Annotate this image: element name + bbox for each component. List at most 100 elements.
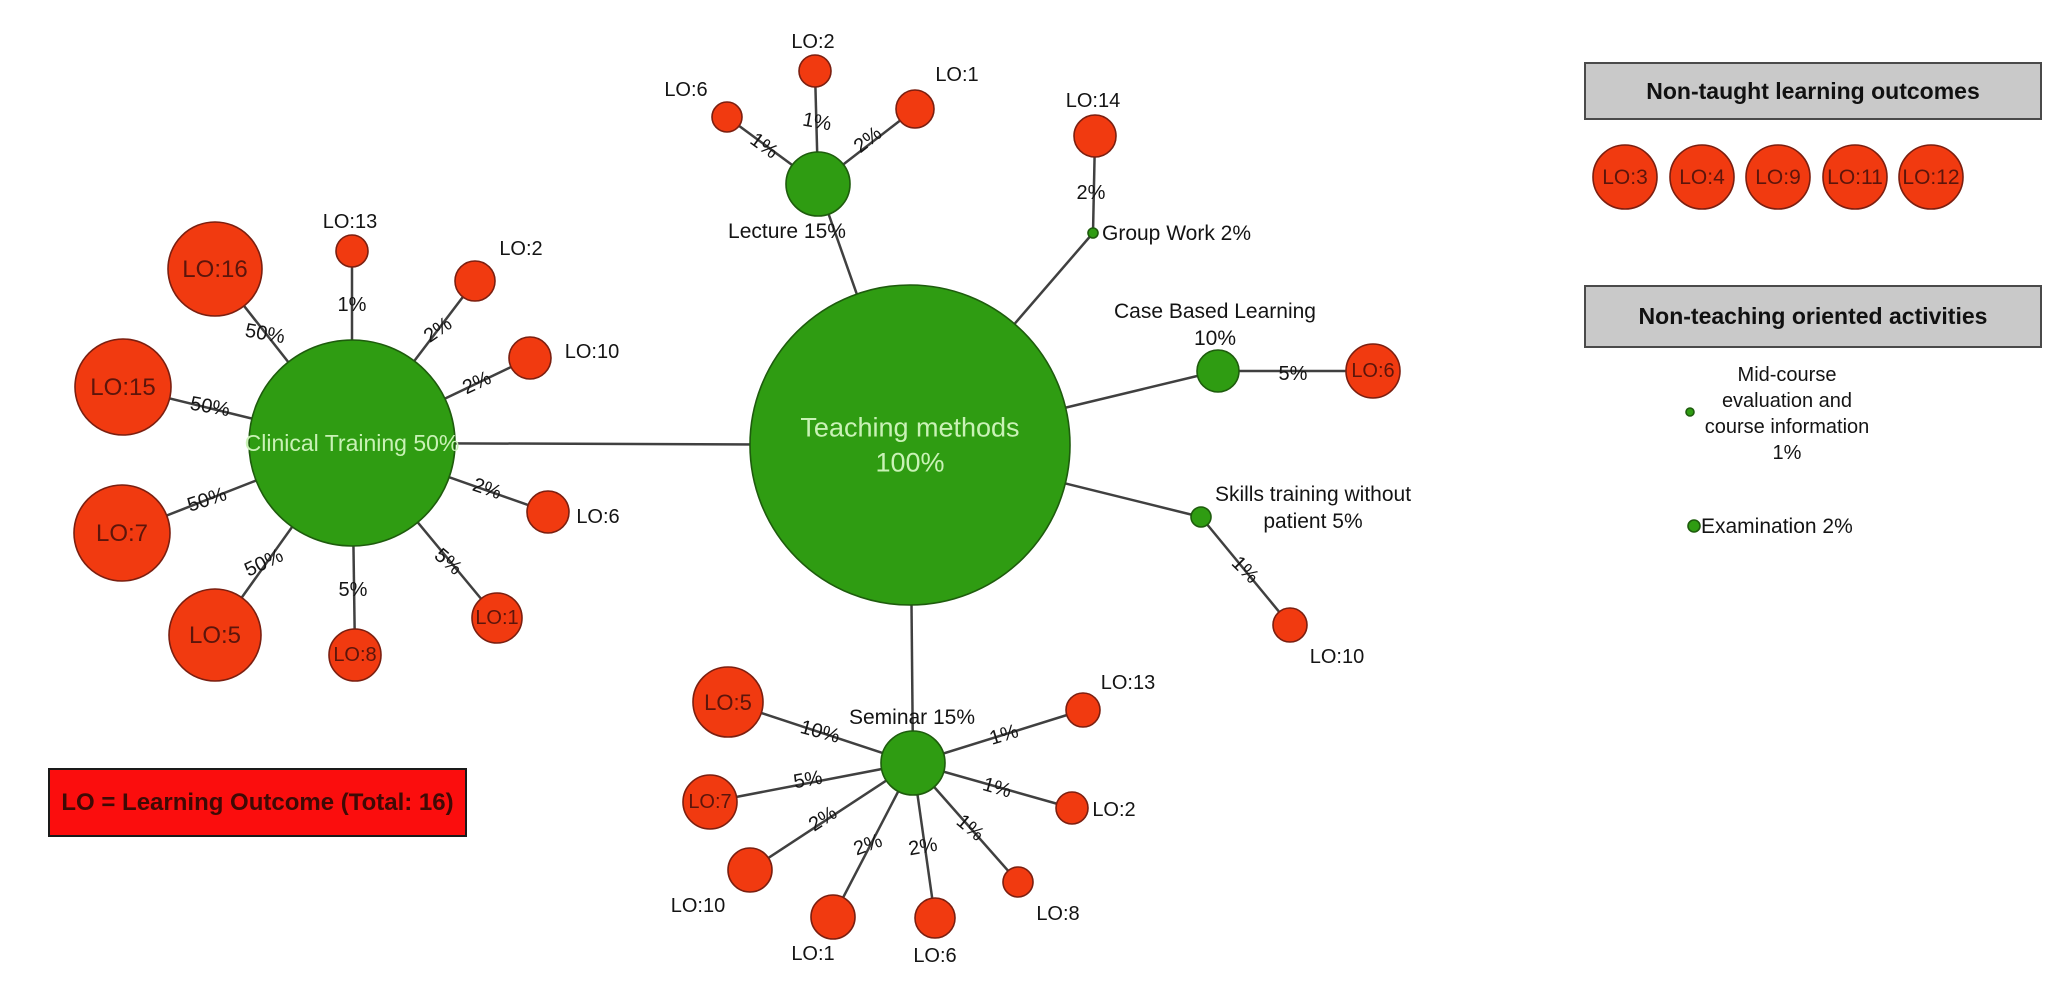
seminar-lo1-node	[810, 894, 856, 940]
edge-lecture-lo2-label: 1%	[801, 109, 834, 136]
skills-lo10-node	[1272, 607, 1308, 643]
examination-dot-label: Examination 2%	[1701, 515, 1853, 538]
seminar-lo6-node	[914, 897, 956, 939]
clinical-lo7-node	[73, 484, 171, 582]
edge-seminar-lo7	[709, 761, 914, 804]
seminar-lo2-node	[1055, 791, 1089, 825]
clinical-lo6-node	[526, 490, 570, 534]
clinical-lo6-node-label: LO:6	[576, 506, 619, 528]
clinical-lo15-node	[74, 338, 172, 436]
lecture-lo1-node-label: LO:1	[935, 64, 978, 86]
edge-skills-lo10-label: 1%	[1227, 552, 1263, 588]
edge-lecture-lo1-label: 2%	[850, 122, 886, 157]
clinical-training-node-label: Clinical Training 50%	[245, 430, 460, 456]
non-taught-lo11-node-label: LO:11	[1827, 166, 1883, 189]
edge-seminar-lo1-label: 2%	[851, 830, 886, 861]
non-taught-lo11-node	[1822, 144, 1888, 210]
lecture-node	[785, 151, 851, 217]
clinical-lo8-node	[328, 628, 382, 682]
non-teaching-header: Non-teaching oriented activities	[1584, 285, 2042, 348]
edge-seminar-lo2-label: 1%	[980, 773, 1014, 802]
seminar-node-label: Seminar 15%	[849, 706, 975, 729]
group-work-node-label: Group Work 2%	[1102, 222, 1251, 245]
teaching-methods-node-label: Teaching methods 100%	[800, 413, 1019, 478]
skills-training-node	[1190, 506, 1212, 528]
group-work-node	[1087, 227, 1099, 239]
seminar-node	[880, 730, 946, 796]
lecture-lo1-node	[895, 89, 935, 129]
case-based-lo6-node	[1345, 343, 1401, 399]
clinical-lo2-node-label: LO:2	[499, 238, 542, 260]
non-taught-lo12-node-label: LO:12	[1902, 166, 1959, 189]
non-taught-lo3-node	[1592, 144, 1658, 210]
clinical-lo5-node-label: LO:5	[189, 622, 241, 649]
clinical-lo13-node	[335, 234, 369, 268]
lecture-lo2-node-label: LO:2	[791, 31, 834, 53]
edge-seminar-lo7-label: 5%	[792, 767, 825, 794]
skills-training-node-label: Skills training without patient 5%	[1215, 483, 1411, 533]
edge-seminar-lo6-label: 2%	[907, 834, 940, 861]
non-taught-lo9-node	[1745, 144, 1811, 210]
edge-seminar-lo5-label: 10%	[798, 716, 843, 748]
clinical-lo1-node-label: LO:1	[475, 607, 518, 629]
clinical-lo10-node-label: LO:10	[565, 341, 619, 363]
seminar-lo10-node-label: LO:10	[671, 895, 725, 917]
non-taught-lo4-node-label: LO:4	[1679, 166, 1725, 189]
examination-dot	[1687, 519, 1701, 533]
non-taught-lo12-node	[1898, 144, 1964, 210]
edge-clinical-lo16-label: 50%	[243, 320, 286, 349]
case-based-lo6-node-label: LO:6	[1351, 360, 1394, 382]
case-based-learning-node	[1196, 349, 1240, 393]
clinical-lo16-node-label: LO:16	[182, 256, 247, 283]
lecture-node-label: Lecture 15%	[728, 220, 846, 243]
seminar-lo7-node-label: LO:7	[688, 791, 731, 813]
edge-clinical-lo10-label: 2%	[459, 367, 495, 399]
non-taught-lo3-node-label: LO:3	[1602, 166, 1648, 189]
teaching-methods-node	[749, 284, 1071, 606]
case-based-learning-node-label: Case Based Learning 10%	[1114, 300, 1316, 350]
non-taught-lo9-node-label: LO:9	[1755, 166, 1801, 189]
clinical-lo5-node	[168, 588, 262, 682]
clinical-lo16-node	[167, 221, 263, 317]
seminar-lo13-node-label: LO:13	[1101, 672, 1155, 694]
clinical-lo15-node-label: LO:15	[90, 374, 155, 401]
seminar-lo8-node-label: LO:8	[1036, 903, 1079, 925]
lecture-lo2-node	[798, 54, 832, 88]
edge-seminar-lo13-label: 1%	[987, 720, 1021, 750]
edge-clinical-lo13-label: 1%	[338, 294, 367, 316]
lecture-lo6-node	[711, 101, 743, 133]
legend-box: LO = Learning Outcome (Total: 16)	[48, 768, 467, 837]
group-work-lo14-node	[1073, 114, 1117, 158]
seminar-lo8-node	[1002, 866, 1034, 898]
seminar-lo5-node-label: LO:5	[704, 690, 752, 715]
seminar-lo1-node-label: LO:1	[791, 943, 834, 965]
clinical-training-node	[248, 339, 456, 547]
non-taught-header: Non-taught learning outcomes	[1584, 62, 2042, 120]
clinical-lo10-node	[508, 336, 552, 380]
group-work-lo14-node-label: LO:14	[1066, 90, 1120, 112]
clinical-lo8-node-label: LO:8	[333, 644, 376, 666]
clinical-lo13-node-label: LO:13	[323, 211, 377, 233]
seminar-lo7-node	[682, 774, 738, 830]
edge-clinical-lo5-label: 50%	[241, 544, 287, 581]
seminar-lo10-node	[727, 847, 773, 893]
mid-course-dot-label: Mid-course evaluation and course informati…	[1705, 364, 1870, 464]
edge-clinical-lo7-label: 50%	[185, 483, 230, 516]
edge-casebased-lo6-label: 5%	[1279, 363, 1308, 385]
edge-skills-lo10	[1200, 516, 1291, 626]
edge-groupwork-lo14-label: 2%	[1077, 182, 1106, 204]
non-taught-lo4-node	[1669, 144, 1735, 210]
seminar-lo2-node-label: LO:2	[1092, 799, 1135, 821]
clinical-lo1-node	[471, 592, 523, 644]
skills-lo10-node-label: LO:10	[1310, 646, 1364, 668]
mid-course-dot	[1685, 407, 1695, 417]
edge-clinical-lo6-label: 2%	[470, 474, 505, 504]
edge-clinical-lo15-label: 50%	[188, 393, 231, 422]
clinical-lo2-node	[454, 260, 496, 302]
seminar-lo5-node	[692, 666, 764, 738]
edge-clinical-lo8-label: 5%	[339, 579, 368, 601]
lecture-lo6-node-label: LO:6	[664, 79, 707, 101]
seminar-lo13-node	[1065, 692, 1101, 728]
